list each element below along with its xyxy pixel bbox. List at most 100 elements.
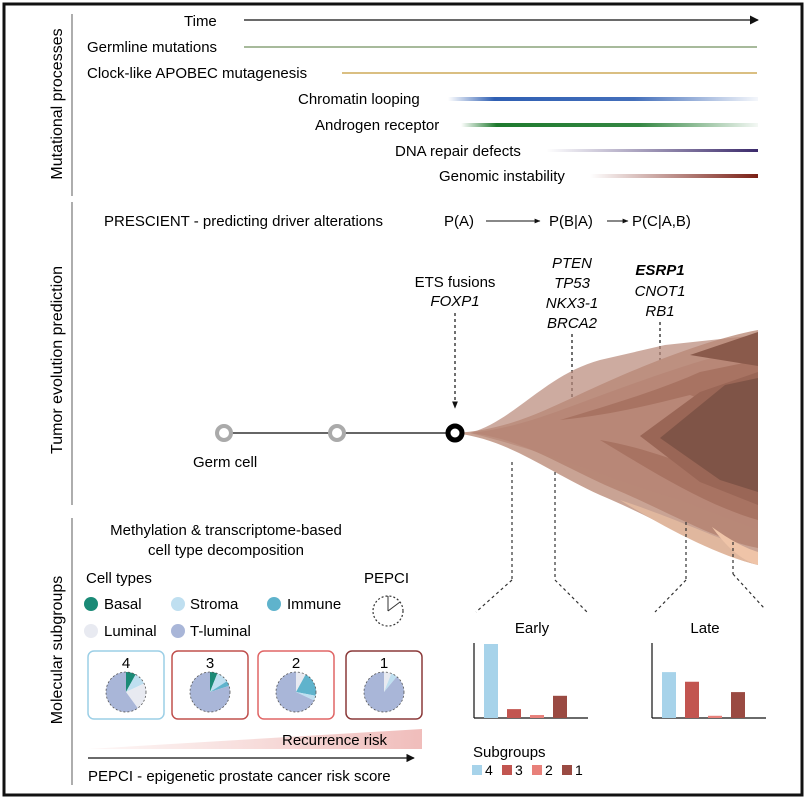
- driver-ets-fusions: ETS fusions: [415, 274, 496, 291]
- section-label-mutational: Mutational processes: [49, 28, 66, 179]
- pie-slice: [275, 672, 315, 713]
- pie-slice: [384, 673, 397, 692]
- bar: [484, 644, 498, 718]
- legend-label: Luminal: [104, 623, 157, 640]
- pie-outline: [189, 671, 231, 713]
- pie-slice: [210, 672, 218, 692]
- legend-swatch: [171, 624, 185, 638]
- legend-label: T-luminal: [190, 623, 251, 640]
- bar: [662, 672, 676, 718]
- zoom-line: [654, 579, 687, 613]
- recurrence-risk-label: Recurrence risk: [282, 732, 388, 749]
- pie-slice: [126, 674, 145, 692]
- subgroups-title: Subgroups: [473, 744, 546, 761]
- tumor-evolution-fan: [455, 330, 758, 565]
- legend-swatch: [532, 765, 542, 775]
- cell-type-legend: Basal Stroma Immune Luminal T-luminal: [84, 596, 341, 640]
- legend-swatch: [267, 597, 281, 611]
- bar: [507, 709, 521, 718]
- pepci-pie-icon: [372, 595, 404, 627]
- process-label-germline: Germline mutations: [87, 39, 217, 56]
- process-label-dna-repair: DNA repair defects: [395, 143, 521, 160]
- legend-swatch: [472, 765, 482, 775]
- legend-label: 4: [485, 762, 493, 778]
- germ-cell-node: [215, 424, 233, 442]
- pie-outline: [275, 671, 317, 713]
- pie-slice: [210, 673, 227, 692]
- section-label-tumor: Tumor evolution prediction: [49, 266, 66, 454]
- process-bar-chromatin: [448, 97, 758, 101]
- pie-slice: [210, 681, 230, 692]
- recurrence-risk-wedge: [88, 729, 422, 749]
- subgroup-number: 4: [122, 655, 130, 672]
- pie-slice: [126, 683, 146, 709]
- germ-cell-label: Germ cell: [193, 454, 257, 471]
- prob-c-given-ab: P(C|A,B): [632, 213, 691, 230]
- decomposition-line2: cell type decomposition: [148, 542, 304, 559]
- driver-gene: FOXP1: [430, 293, 479, 310]
- founder-cell-node: [445, 423, 465, 443]
- late-title: Late: [690, 620, 719, 637]
- driver-gene: CNOT1: [635, 283, 686, 300]
- pie-slice: [106, 672, 138, 713]
- early-bar-chart: [473, 643, 588, 719]
- legend-swatch: [84, 597, 98, 611]
- cell-node: [328, 424, 346, 442]
- section-label-molecular: Molecular subgroups: [49, 576, 66, 725]
- pie-slice: [364, 672, 405, 712]
- legend-swatch: [562, 765, 572, 775]
- zoom-line: [554, 579, 588, 613]
- legend-swatch: [502, 765, 512, 775]
- bar: [708, 715, 722, 718]
- process-bar-dna-repair: [546, 149, 758, 152]
- zoom-line: [732, 573, 765, 609]
- legend-label: 3: [515, 762, 523, 778]
- bar: [553, 695, 567, 718]
- pie-slice: [126, 672, 136, 692]
- pepci-label: PEPCI: [364, 570, 409, 587]
- pie-slice: [190, 672, 231, 713]
- bar: [685, 681, 699, 718]
- driver-gene-bold: ESRP1: [635, 262, 684, 279]
- legend-label: 1: [575, 762, 583, 778]
- legend-label: 2: [545, 762, 553, 778]
- early-title: Early: [515, 620, 550, 637]
- process-label-genomic: Genomic instability: [439, 168, 565, 185]
- driver-gene: PTEN: [552, 255, 592, 272]
- driver-gene: RB1: [645, 303, 674, 320]
- driver-gene: BRCA2: [547, 315, 598, 332]
- pie-slice: [296, 692, 316, 701]
- legend-label: Basal: [104, 596, 142, 613]
- process-label-androgen: Androgen receptor: [315, 117, 439, 134]
- legend-swatch: [171, 597, 185, 611]
- late-bar-chart: [651, 643, 766, 719]
- time-label: Time: [184, 13, 217, 30]
- legend-label: Stroma: [190, 596, 239, 613]
- prob-b-given-a: P(B|A): [549, 213, 593, 230]
- pie-outline: [105, 671, 147, 713]
- subgroup-number: 3: [206, 655, 214, 672]
- prescient-title: PRESCIENT - predicting driver alteration…: [104, 213, 383, 230]
- process-label-chromatin: Chromatin looping: [298, 91, 420, 108]
- pie-slice: [296, 672, 306, 692]
- process-bar-androgen: [461, 123, 758, 127]
- subgroup-number: 2: [292, 655, 300, 672]
- bar: [530, 715, 544, 718]
- subgroup-number: 1: [380, 655, 388, 672]
- pie-slice: [296, 674, 316, 696]
- legend-label: Immune: [287, 596, 341, 613]
- driver-gene: NKX3-1: [546, 295, 599, 312]
- process-bar-genomic: [590, 174, 758, 178]
- legend-swatch: [84, 624, 98, 638]
- cell-types-title: Cell types: [86, 570, 152, 587]
- subgroup-boxes: 4 3 2 1: [87, 650, 423, 720]
- decomposition-line1: Methylation & transcriptome-based: [110, 522, 342, 539]
- prob-a: P(A): [444, 213, 474, 230]
- process-label-apobec: Clock-like APOBEC mutagenesis: [87, 65, 307, 82]
- driver-gene: TP53: [554, 275, 591, 292]
- subgroups-legend: 4 3 2 1: [472, 762, 583, 778]
- zoom-line: [475, 579, 513, 613]
- bar: [731, 692, 745, 718]
